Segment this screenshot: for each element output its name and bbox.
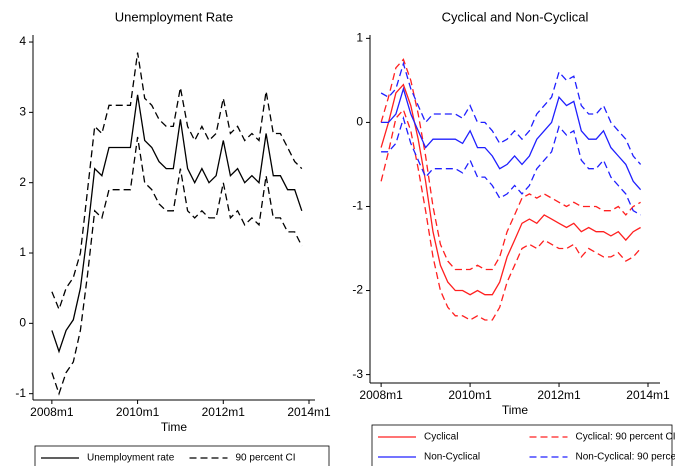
x-tick-label: 2010m1 [116,405,160,419]
x-tick-label: 2008m1 [30,405,74,419]
x-tick-label: 2010m1 [448,388,492,402]
y-tick-label: 0 [19,316,26,330]
y-tick-label: 0 [356,115,363,129]
chart-title: Cyclical and Non-Cyclical [442,9,589,24]
x-tick-label: 2012m1 [537,388,581,402]
x-axis-label: Time [502,403,529,417]
y-tick-label: 2 [19,175,26,189]
legend-label: Non-Cyclical [424,452,480,463]
x-axis-label: Time [161,420,188,434]
legend-label: Cyclical: 90 percent CI [576,432,675,443]
y-tick-label: 1 [356,31,363,45]
legend-label: 90 percent CI [236,453,296,464]
y-tick-label: -3 [352,367,363,381]
y-tick-label: 1 [19,245,26,259]
x-tick-label: 2014m1 [626,388,670,402]
y-tick-label: 4 [19,34,26,48]
chart-title: Unemployment Rate [115,9,234,24]
y-tick-label: -2 [352,283,363,297]
x-tick-label: 2012m1 [202,405,246,419]
legend-label: Cyclical [424,432,458,443]
y-tick-label: -1 [15,386,26,400]
series-line [381,110,640,320]
y-tick-label: 3 [19,105,26,119]
series-line [52,95,302,352]
series-line [381,85,640,295]
legend-label: Non-Cyclical: 90 percent CI [576,452,675,463]
legend-label: Unemployment rate [87,453,175,464]
series-line [381,89,640,190]
x-tick-label: 2014m1 [287,405,331,419]
x-tick-label: 2008m1 [359,388,403,402]
series-line [52,53,302,310]
y-tick-label: -1 [352,199,363,213]
